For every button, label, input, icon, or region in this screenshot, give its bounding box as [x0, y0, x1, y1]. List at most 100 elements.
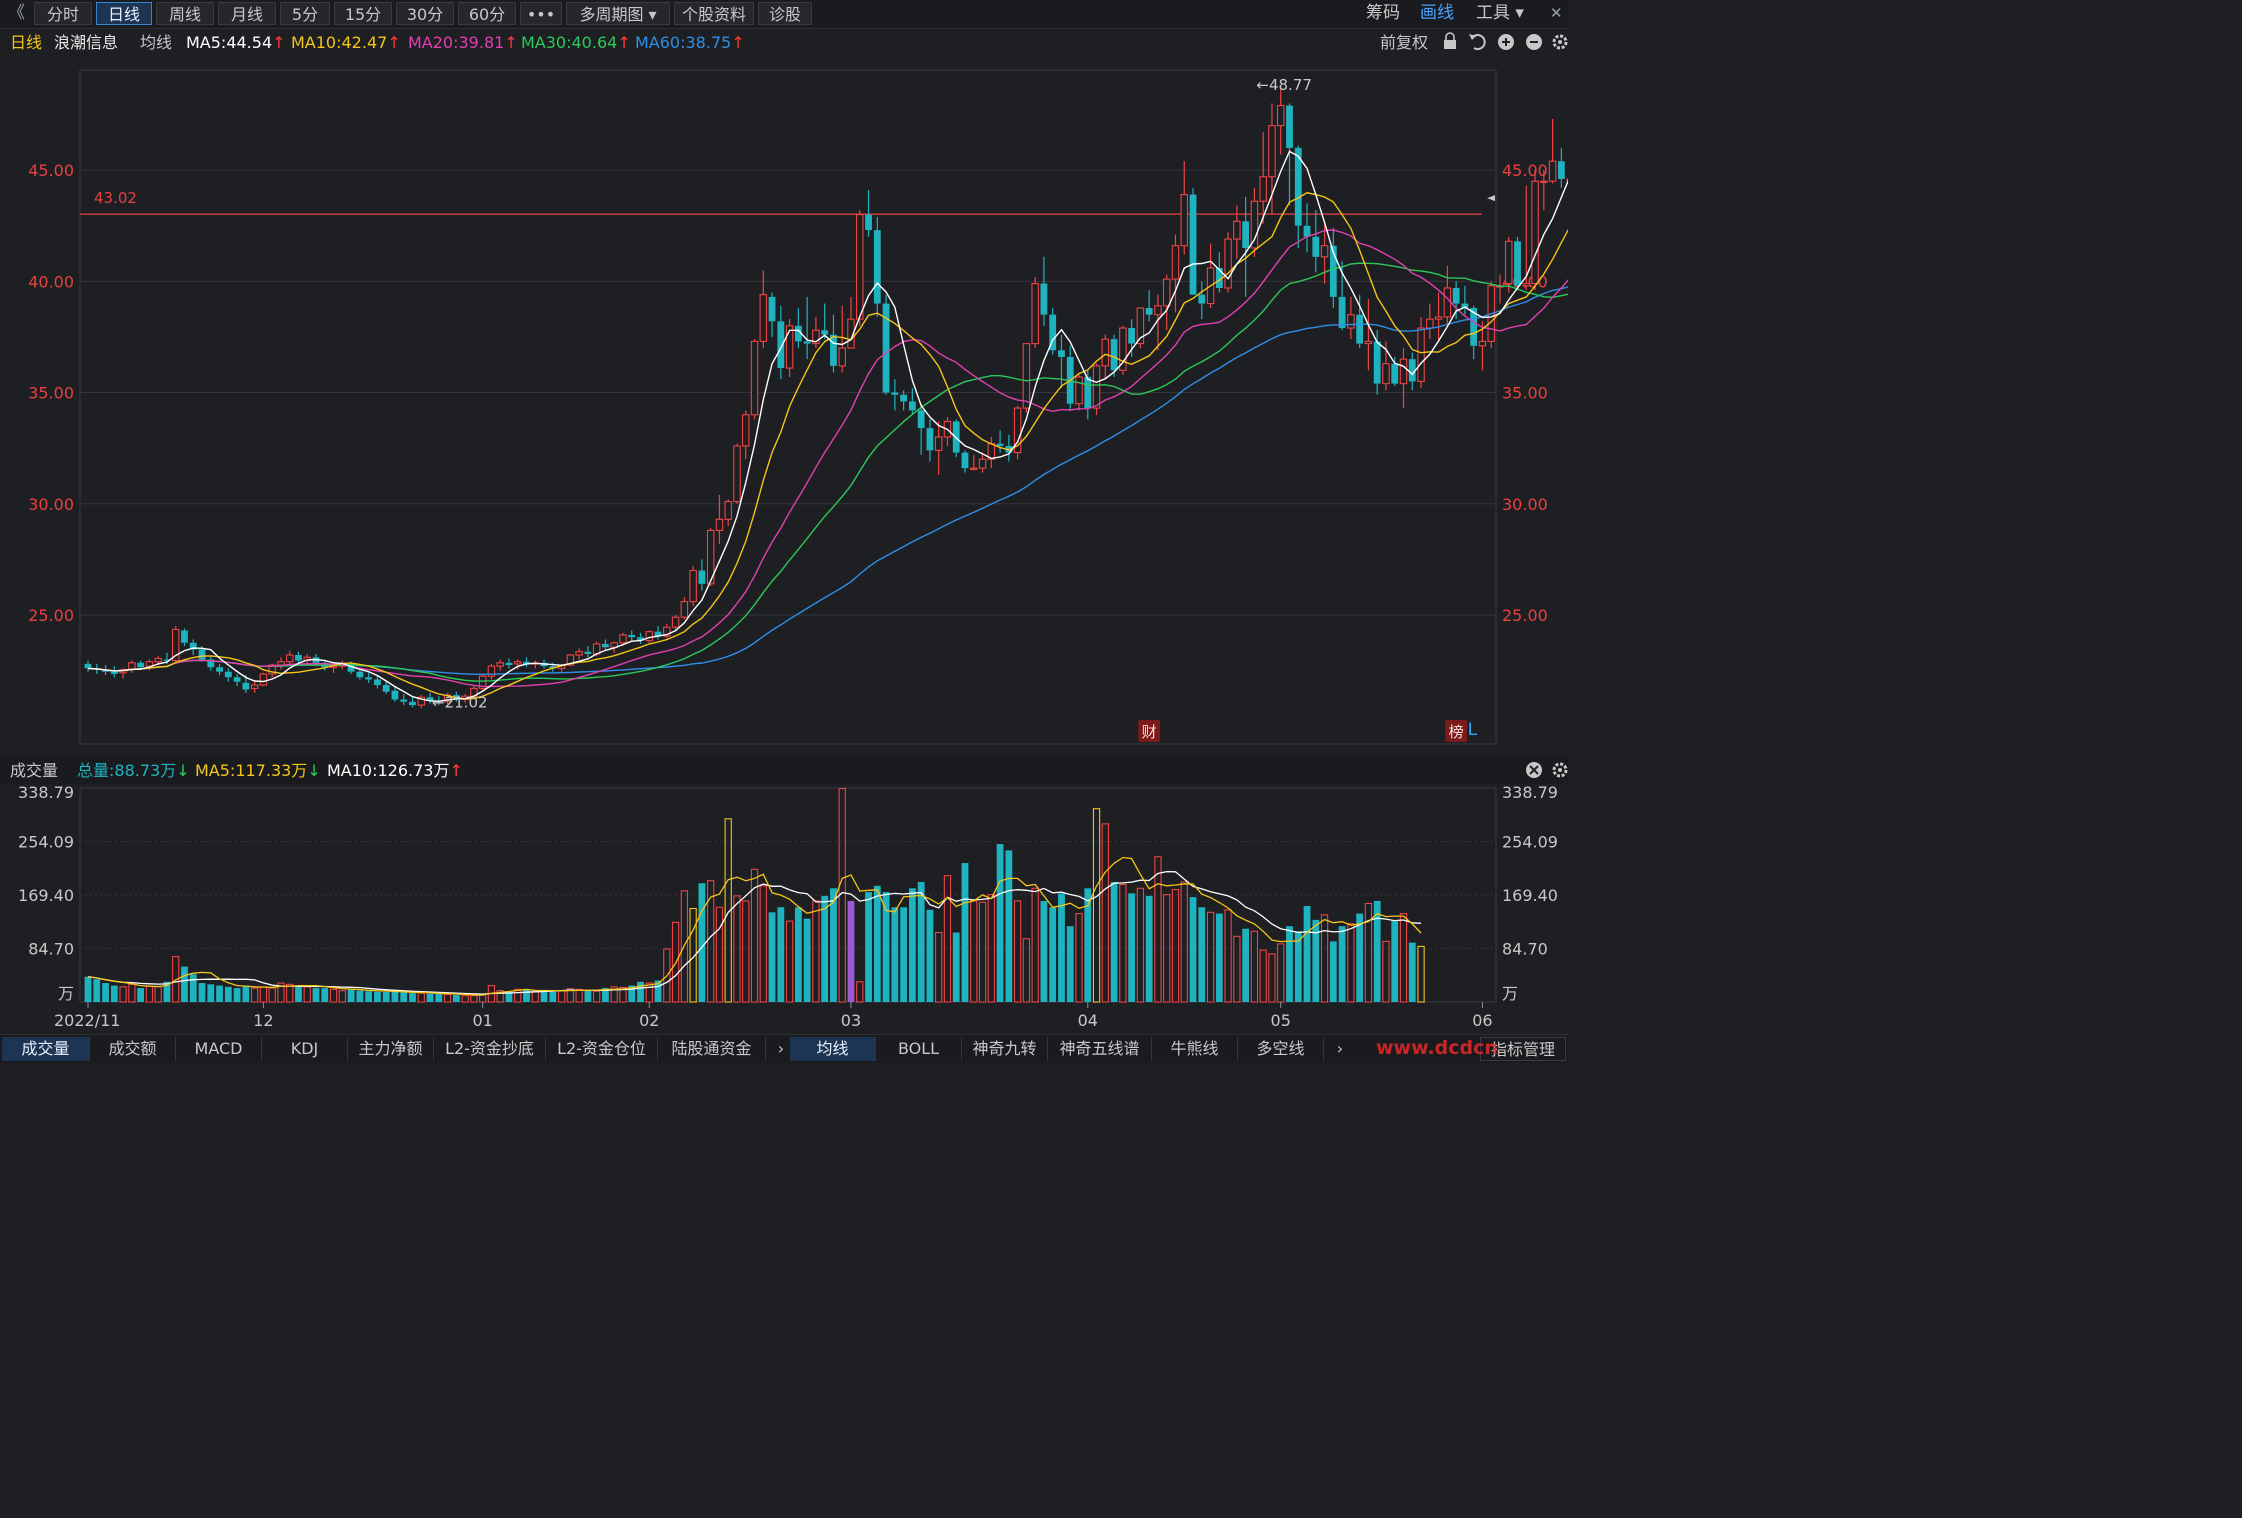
candle[interactable] [847, 296, 855, 349]
candle[interactable] [785, 319, 794, 377]
volume-bar[interactable] [514, 988, 522, 1003]
candle[interactable] [645, 630, 654, 643]
candle[interactable] [496, 659, 504, 671]
candle[interactable] [891, 379, 899, 411]
volume-bar[interactable] [242, 985, 250, 1002]
candle[interactable] [812, 316, 820, 349]
volume-bar[interactable] [654, 980, 662, 1002]
candle[interactable] [1084, 370, 1092, 420]
volume-bar[interactable] [1303, 905, 1311, 1002]
volume-bar[interactable] [952, 932, 960, 1002]
volume-bar[interactable] [1259, 949, 1267, 1003]
candle[interactable] [1276, 86, 1285, 155]
close-panel-icon[interactable] [1526, 762, 1542, 778]
volume-bar[interactable] [987, 894, 995, 1003]
volume-bar[interactable] [128, 983, 136, 1003]
volume-bar[interactable] [1154, 856, 1162, 1003]
volume-bar[interactable] [724, 818, 732, 1003]
volume-bar[interactable] [908, 888, 916, 1002]
indicator-tab-left-3[interactable]: KDJ [262, 1037, 348, 1061]
volume-bar[interactable] [119, 986, 127, 1003]
volume-bar[interactable] [1075, 913, 1083, 1003]
candle[interactable] [1461, 285, 1469, 315]
volume-bar[interactable] [1163, 894, 1171, 1003]
close-icon[interactable]: ✕ [1550, 4, 1563, 22]
candle[interactable] [724, 499, 732, 527]
volume-bar[interactable] [628, 985, 636, 1002]
period-tab-15min[interactable]: 15分 [334, 2, 392, 25]
volume-bar[interactable] [1128, 893, 1136, 1002]
event-marker-l[interactable]: L [1468, 720, 1478, 740]
volume-bar[interactable] [303, 986, 311, 1003]
volume-bar[interactable] [277, 982, 285, 1003]
candle[interactable] [1198, 281, 1206, 320]
volume-bar[interactable] [575, 988, 583, 1003]
volume-bar[interactable] [671, 921, 680, 1003]
candle[interactable] [224, 668, 232, 682]
candle[interactable] [917, 403, 925, 455]
candle[interactable] [1136, 307, 1145, 349]
volume-bar[interactable] [426, 993, 434, 1002]
volume-bar[interactable] [961, 863, 969, 1002]
volume-bar[interactable] [1408, 942, 1416, 1002]
candle[interactable] [926, 419, 934, 462]
candle[interactable] [1531, 170, 1539, 291]
volume-bar[interactable] [1268, 953, 1276, 1003]
candle[interactable] [400, 693, 408, 706]
event-marker[interactable]: 榜 [1445, 720, 1468, 742]
volume-bar[interactable] [978, 901, 987, 1003]
period-tab-multi-period[interactable]: 多周期图 ▾ [566, 2, 670, 25]
volume-bar[interactable] [619, 986, 627, 1003]
candle[interactable] [706, 528, 715, 587]
candle[interactable] [1522, 185, 1531, 291]
volume-bar[interactable] [935, 931, 943, 1003]
candle[interactable] [1514, 236, 1521, 291]
chevron-right-icon-2[interactable]: › [1336, 1039, 1344, 1058]
indicator-tab-right-5[interactable]: 多空线 [1238, 1037, 1324, 1061]
candle[interactable] [1391, 356, 1399, 386]
volume-bar[interactable] [865, 892, 872, 1002]
volume-bar[interactable] [1206, 911, 1215, 1003]
candle[interactable] [1189, 187, 1197, 295]
candle[interactable] [207, 656, 215, 671]
candle[interactable] [637, 632, 644, 644]
candle[interactable] [277, 657, 285, 670]
candle[interactable] [1286, 103, 1293, 206]
volume-bar[interactable] [1329, 941, 1337, 1002]
volume-bar[interactable] [882, 892, 890, 1002]
candle[interactable] [409, 697, 416, 708]
candle[interactable] [1145, 290, 1153, 322]
candle[interactable] [1022, 343, 1031, 413]
candle[interactable] [1452, 281, 1460, 320]
volume-bar[interactable] [216, 985, 223, 1002]
candle[interactable] [838, 305, 846, 373]
indicator-tab-right-3[interactable]: 神奇五线谱 [1048, 1037, 1152, 1061]
chips-button[interactable]: 筹码 [1366, 3, 1400, 23]
volume-bar[interactable] [715, 906, 724, 1003]
volume-bar[interactable] [391, 991, 399, 1002]
indicator-tab-left-5[interactable]: L2-资金抄底 [434, 1037, 546, 1061]
candle[interactable] [189, 639, 197, 656]
volume-bar[interactable] [1049, 907, 1057, 1002]
volume-bar[interactable] [224, 986, 232, 1002]
volume-bar[interactable] [233, 988, 241, 1002]
volume-bar[interactable] [356, 990, 364, 1002]
volume-bar[interactable] [540, 991, 548, 1002]
volume-bar[interactable] [84, 976, 92, 1002]
candle[interactable] [242, 675, 250, 693]
candle[interactable] [1215, 252, 1223, 293]
candle[interactable] [1206, 243, 1215, 309]
settings-gear-icon[interactable] [1552, 762, 1568, 778]
volume-bar[interactable] [645, 982, 653, 1003]
volume-bar[interactable] [1092, 808, 1101, 1003]
volume-bar[interactable] [847, 900, 855, 1002]
candle[interactable] [777, 305, 785, 380]
volume-bar[interactable] [496, 990, 504, 1003]
candle[interactable] [768, 292, 776, 337]
volume-bar[interactable] [1347, 923, 1355, 1003]
candle[interactable] [1504, 236, 1513, 293]
volume-bar[interactable] [1171, 889, 1180, 1003]
candle[interactable] [584, 646, 592, 658]
volume-bar[interactable] [1391, 921, 1399, 1002]
volume-bar[interactable] [443, 993, 452, 1003]
